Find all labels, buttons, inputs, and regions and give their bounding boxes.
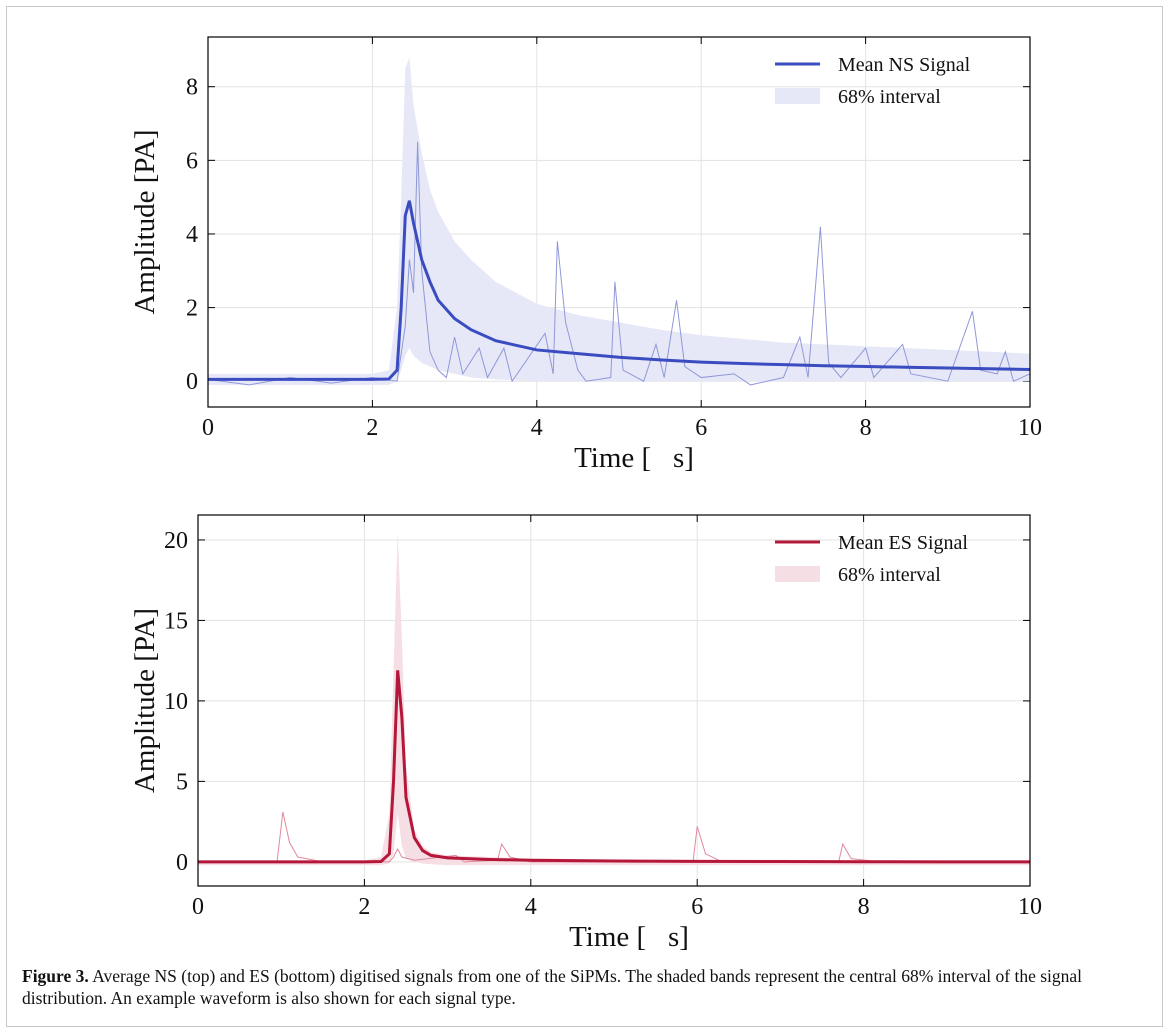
interval-band — [208, 57, 1030, 385]
figure-frame — [6, 6, 1163, 1027]
legend-label: 68% interval — [838, 86, 941, 108]
example-waveform — [208, 141, 1030, 386]
y-tick-label: 10 — [164, 689, 188, 715]
y-axis-label: Amplitude [PA] — [129, 129, 161, 314]
caption: Figure 3. Average NS (top) and ES (botto… — [22, 965, 1152, 1009]
legend-patch — [775, 88, 820, 104]
x-tick-label: 6 — [691, 894, 703, 920]
y-tick-label: 0 — [176, 850, 188, 876]
y-tick-label: 2 — [186, 296, 198, 322]
y-tick-label: 5 — [176, 769, 188, 795]
x-tick-label: 0 — [202, 415, 214, 441]
legend-label: Mean ES Signal — [838, 532, 968, 554]
caption-label: Figure 3. — [22, 966, 89, 986]
legend-label: Mean NS Signal — [838, 54, 971, 76]
plot-area — [208, 57, 1030, 386]
x-tick-label: 10 — [1018, 415, 1042, 441]
y-axis-label: Amplitude [PA] — [129, 608, 161, 793]
legend-patch — [775, 566, 820, 582]
x-axis-label: Time [ s] — [569, 921, 689, 953]
figure: 0 2 4 6 8 10 0 2 4 6 8 Time [ s] Amplitude [PA] Mean … — [129, 36, 1042, 953]
x-tick-label: 2 — [366, 415, 378, 441]
y-tick-label: 20 — [164, 528, 188, 554]
y-tick-label: 4 — [186, 222, 198, 248]
x-tick-label: 8 — [858, 894, 870, 920]
x-tick-label: 4 — [531, 415, 543, 441]
x-tick-label: 10 — [1018, 894, 1042, 920]
x-tick-label: 8 — [860, 415, 872, 441]
x-tick-label: 4 — [525, 894, 537, 920]
mean-line — [208, 200, 1030, 381]
y-tick-label: 8 — [186, 75, 198, 101]
x-tick-label: 0 — [192, 894, 204, 920]
axes-frame — [197, 514, 1031, 887]
x-tick-label: 6 — [695, 415, 707, 441]
x-tick-label: 2 — [358, 894, 370, 920]
axes-frame — [207, 36, 1031, 408]
legend-label: 68% interval — [838, 564, 941, 586]
caption-text: Average NS (top) and ES (bottom) digitis… — [22, 966, 1083, 1008]
x-axis-label: Time [ s] — [574, 442, 694, 474]
plot-area — [198, 531, 1030, 866]
example-waveform — [198, 811, 1030, 863]
mean-line — [198, 670, 1030, 864]
y-tick-label: 0 — [186, 369, 198, 395]
y-tick-label: 6 — [186, 148, 198, 174]
y-tick-label: 15 — [164, 608, 188, 634]
